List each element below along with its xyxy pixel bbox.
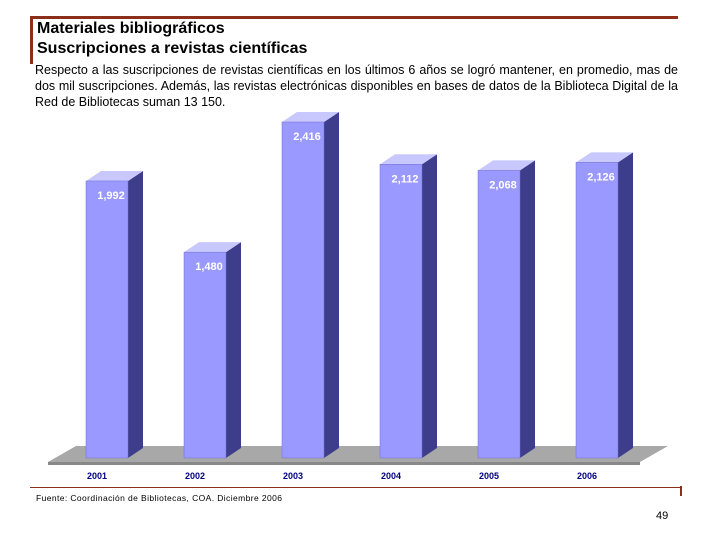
data-label-2001: 1,992 [97, 190, 125, 202]
bar-top [86, 170, 143, 181]
data-label-2006: 2,126 [587, 171, 615, 183]
bar-2001 [85, 180, 129, 459]
bar-side [324, 112, 339, 458]
footer-divider-tick [680, 486, 682, 496]
bar-side [520, 160, 535, 459]
bar-2003 [281, 121, 325, 459]
x-tick-label-2005: 2005 [479, 471, 499, 481]
bar-top [184, 242, 241, 253]
x-tick-label-2002: 2002 [185, 471, 205, 481]
data-label-2004: 2,112 [392, 173, 419, 185]
data-label-2005: 2,068 [489, 179, 517, 191]
footer-divider [30, 487, 682, 488]
slide-title-line2: Suscripciones a revistas científicas [37, 40, 308, 57]
chart-floor-edge [48, 462, 640, 465]
x-tick-label-2001: 2001 [87, 471, 107, 481]
bar-side [618, 152, 633, 459]
bar-2005 [477, 170, 521, 459]
x-tick-label-2004: 2004 [381, 471, 401, 481]
x-tick-label-2006: 2006 [577, 471, 597, 481]
bar-2006 [575, 162, 619, 459]
source-note: Fuente: Coordinación de Bibliotecas, COA… [36, 493, 283, 503]
slide-title-line1: Materiales bibliográficos [37, 20, 225, 37]
bar-top [478, 160, 535, 171]
bar-side [226, 242, 241, 458]
title-block: Materiales bibliográficos Suscripciones … [30, 16, 678, 64]
bar-top [282, 112, 339, 122]
bar-side [128, 170, 143, 458]
bar-side [422, 154, 437, 459]
bar-2004 [379, 164, 423, 459]
intro-paragraph: Respecto a las suscripciones de revistas… [35, 63, 678, 109]
x-tick-label-2003: 2003 [283, 471, 303, 481]
data-label-2002: 1,480 [195, 261, 223, 273]
page-number: 49 [656, 510, 669, 522]
bar-top [380, 154, 437, 165]
data-label-2003: 2,416 [293, 131, 321, 143]
bar-top [576, 152, 633, 163]
bar-2002 [183, 251, 227, 459]
